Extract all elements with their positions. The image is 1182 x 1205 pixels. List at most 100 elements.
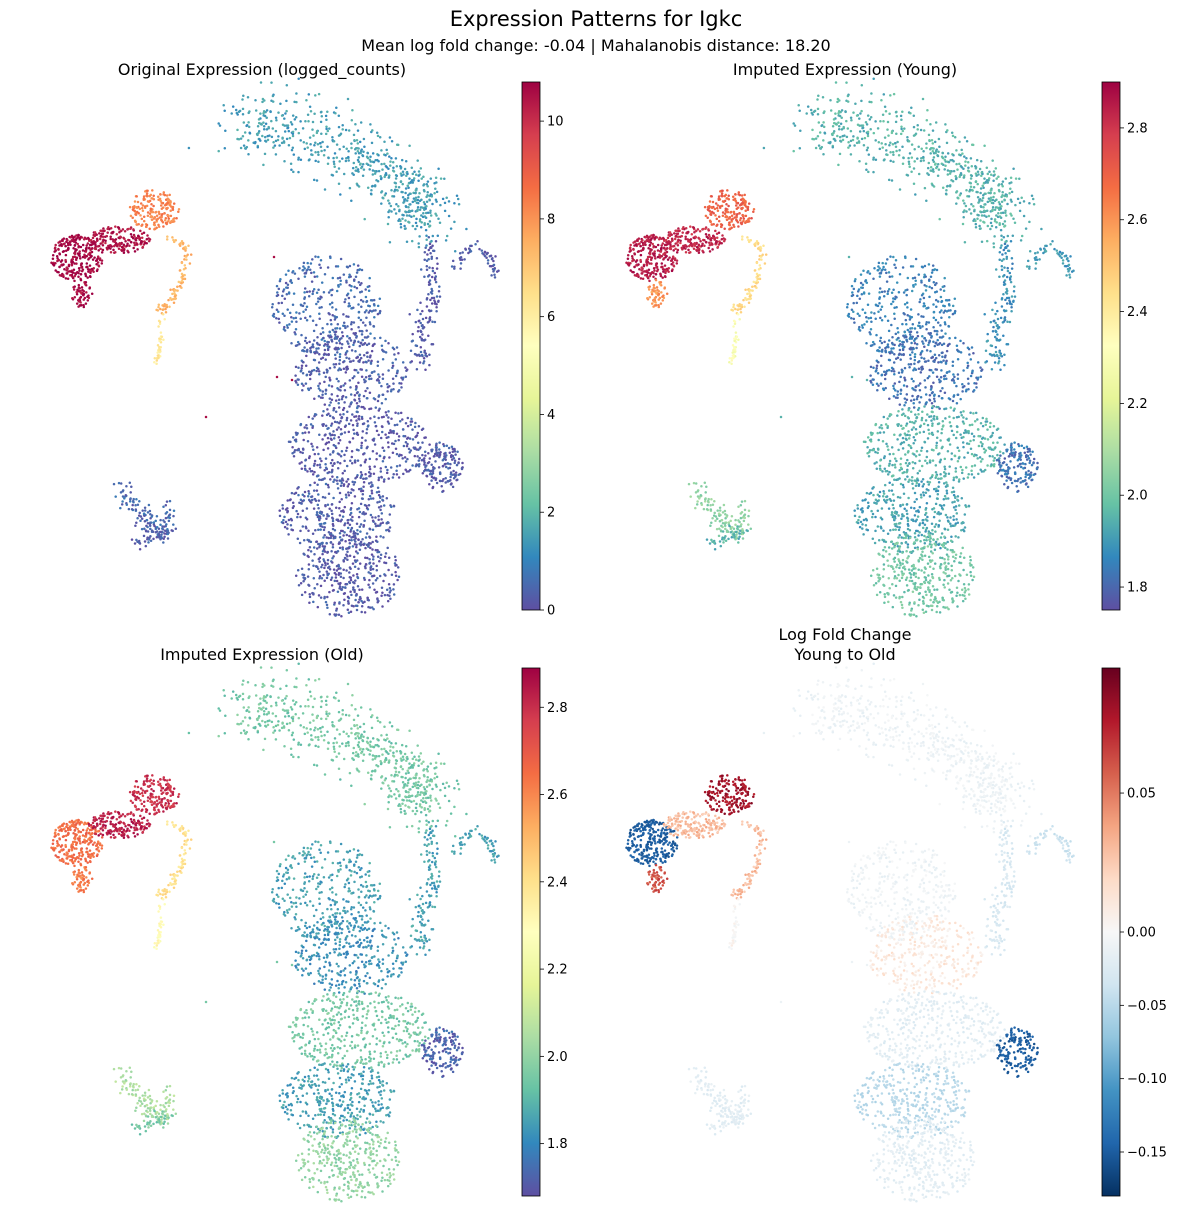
scatter-point: [291, 446, 294, 449]
scatter-point: [354, 415, 358, 418]
scatter-point: [625, 261, 628, 265]
scatter-point: [955, 162, 958, 166]
scatter-point: [134, 508, 138, 511]
scatter-point: [90, 243, 93, 247]
scatter-point: [178, 285, 182, 288]
scatter-point: [310, 271, 313, 275]
scatter-point: [180, 240, 184, 243]
scatter-point: [52, 264, 56, 267]
scatter-point: [304, 459, 307, 462]
scatter-point: [105, 234, 109, 238]
scatter-point: [318, 263, 321, 267]
scatter-point: [402, 472, 405, 476]
scatter-point: [140, 517, 144, 521]
scatter-point: [707, 228, 710, 231]
scatter-point: [660, 246, 663, 250]
scatter-point: [335, 428, 339, 431]
scatter-point: [369, 417, 372, 420]
scatter-point: [312, 600, 315, 604]
scatter-point: [324, 462, 327, 466]
scatter-point: [290, 518, 294, 522]
scatter-point: [319, 120, 323, 124]
scatter-point: [171, 205, 175, 209]
scatter-point: [344, 326, 347, 330]
scatter-point: [348, 283, 351, 287]
scatter-point: [845, 119, 848, 123]
scatter-point: [282, 518, 285, 522]
scatter-point: [423, 251, 427, 254]
scatter-point: [367, 471, 371, 474]
scatter-point: [439, 203, 442, 207]
scatter-point: [402, 213, 405, 217]
scatter-point: [428, 443, 431, 446]
scatter-point: [300, 467, 304, 471]
scatter-point: [378, 574, 382, 578]
scatter-point: [751, 285, 754, 289]
scatter-point: [161, 527, 164, 530]
scatter-point: [323, 550, 327, 553]
scatter-point: [318, 577, 321, 580]
scatter-point: [426, 253, 429, 256]
scatter-point: [348, 186, 352, 190]
scatter-point: [300, 502, 303, 505]
scatter-point: [305, 341, 309, 345]
scatter-point: [313, 352, 317, 355]
scatter-point: [355, 432, 359, 436]
scatter-point: [642, 246, 645, 250]
scatter-point: [146, 530, 150, 533]
scatter-point: [137, 223, 140, 226]
scatter-point: [969, 157, 973, 160]
scatter-point: [430, 475, 434, 479]
scatter-point: [416, 159, 419, 162]
scatter-point: [848, 144, 852, 147]
scatter-point: [87, 253, 90, 256]
scatter-point: [748, 217, 751, 220]
scatter-point: [356, 584, 360, 588]
scatter-point: [167, 519, 171, 523]
scatter-point: [101, 241, 104, 244]
scatter-point: [307, 568, 311, 571]
scatter-point: [721, 211, 725, 214]
scatter-point: [381, 591, 384, 594]
scatter-point: [377, 493, 381, 497]
scatter-point: [672, 249, 675, 252]
scatter-point: [290, 123, 294, 126]
scatter-point: [338, 160, 341, 163]
scatter-point: [331, 561, 334, 564]
scatter-point: [463, 258, 466, 261]
scatter-point: [345, 315, 348, 318]
scatter-point: [369, 354, 372, 357]
scatter-point: [314, 255, 317, 258]
scatter-point: [301, 269, 304, 272]
scatter-point: [298, 501, 301, 505]
scatter-point: [57, 270, 60, 274]
scatter-point: [719, 190, 722, 193]
scatter-point: [352, 555, 356, 559]
scatter-point: [159, 199, 162, 203]
scatter-point: [304, 316, 307, 320]
scatter-point: [664, 251, 667, 254]
scatter-point: [287, 518, 291, 522]
scatter-point: [58, 265, 61, 269]
scatter-point: [329, 461, 333, 465]
scatter-point: [347, 494, 351, 497]
scatter-point: [746, 208, 750, 212]
scatter-point: [974, 167, 978, 170]
scatter-point: [324, 503, 327, 507]
scatter-point: [311, 343, 315, 346]
scatter-point: [417, 464, 421, 468]
scatter-point: [366, 420, 370, 423]
scatter-point: [491, 257, 494, 260]
scatter-point: [409, 420, 413, 423]
scatter-point: [144, 544, 148, 548]
scatter-point: [345, 446, 349, 449]
scatter-point: [172, 220, 176, 223]
colorbar-tick-label: 4: [547, 408, 555, 423]
scatter-point: [117, 226, 121, 230]
scatter-point: [356, 264, 360, 267]
scatter-point: [82, 237, 86, 241]
scatter-point: [274, 153, 278, 156]
scatter-point: [316, 503, 320, 507]
scatter-point: [418, 456, 421, 460]
scatter-point: [674, 247, 677, 250]
